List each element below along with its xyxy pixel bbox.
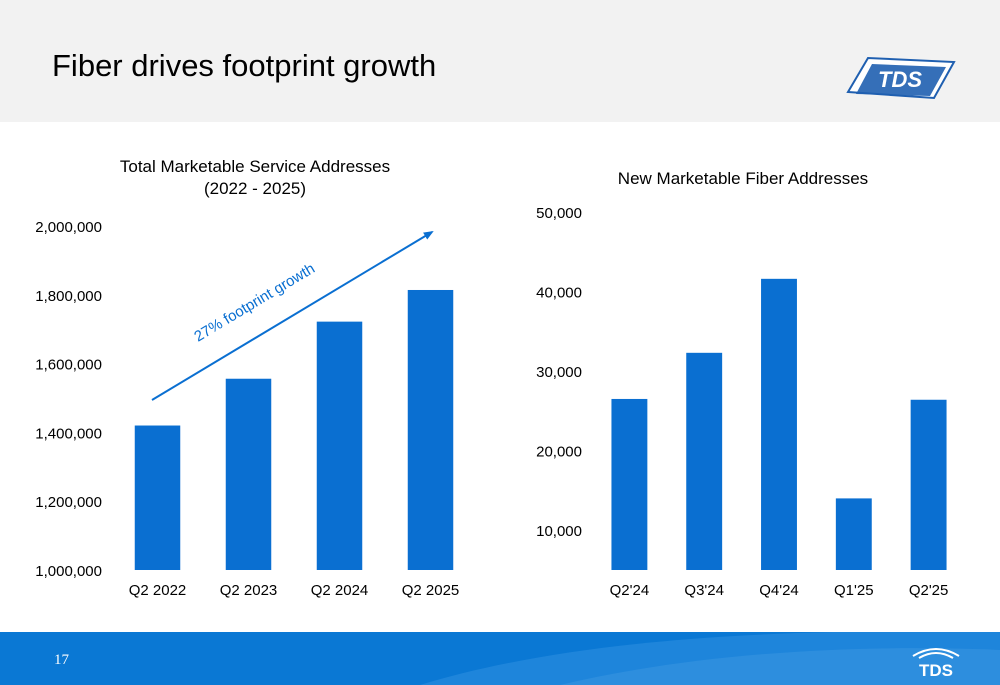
y-tick-label: 2,000,000 [35,219,102,236]
y-tick-label: 30,000 [536,364,582,381]
left-chart-subtitle: (2022 - 2025) [204,179,306,198]
growth-annotation: 27% footprint growth [191,260,318,345]
footer-swoosh [420,632,1000,685]
bar-q2-2025 [407,289,454,570]
x-tick-label: Q1'25 [834,582,874,599]
footer-logo-text: TDS [919,661,953,678]
y-tick-label: 50,000 [536,205,582,222]
x-tick-label: Q2 2024 [311,582,369,599]
y-tick-label: 1,800,000 [35,288,102,305]
charts-area: Total Marketable Service Addresses (2022… [35,157,948,599]
left-chart-title: Total Marketable Service Addresses [120,157,390,176]
x-tick-label: Q2'24 [610,582,650,599]
left-chart: Total Marketable Service Addresses (2022… [35,157,459,599]
slide-header [0,0,1000,122]
x-tick-label: Q2'25 [909,582,949,599]
tds-logo: TDS [846,56,956,100]
x-tick-label: Q2 2022 [129,582,187,599]
tds-footer-logo: TDS [912,648,960,678]
x-tick-label: Q3'24 [684,582,724,599]
y-tick-label: 10,000 [536,523,582,540]
logo-arc-1 [912,648,960,657]
x-tick-label: Q2 2025 [402,582,460,599]
footer-band [0,632,1000,685]
footer-swoosh-2 [560,648,1000,685]
slide-title: Fiber drives footprint growth [52,48,437,83]
y-tick-label: 40,000 [536,285,582,302]
bar-q2-2024 [316,321,363,570]
logo-arc-2 [918,652,954,659]
bar-q1-25 [835,498,872,570]
bar-q2-2022 [134,425,181,570]
y-tick-label: 1,600,000 [35,357,102,374]
bar-q2-24 [611,398,648,570]
bar-q4-24 [761,278,797,570]
bar-q3-24 [686,352,723,570]
logo-fill [856,64,946,96]
bar-q2-2023 [225,378,272,570]
logo-text: TDS [878,67,922,92]
right-chart: New Marketable Fiber Addresses 10,000 20,… [536,169,948,599]
growth-arrow [151,230,434,401]
right-chart-title: New Marketable Fiber Addresses [618,169,868,188]
y-tick-label: 1,200,000 [35,494,102,511]
x-tick-label: Q2 2023 [220,582,278,599]
y-tick-label: 1,400,000 [35,425,102,442]
y-tick-label: 20,000 [536,444,582,461]
bar-q2-25 [910,399,947,570]
y-tick-label: 1,000,000 [35,563,102,580]
page-number: 17 [54,652,69,668]
x-tick-label: Q4'24 [759,582,799,599]
